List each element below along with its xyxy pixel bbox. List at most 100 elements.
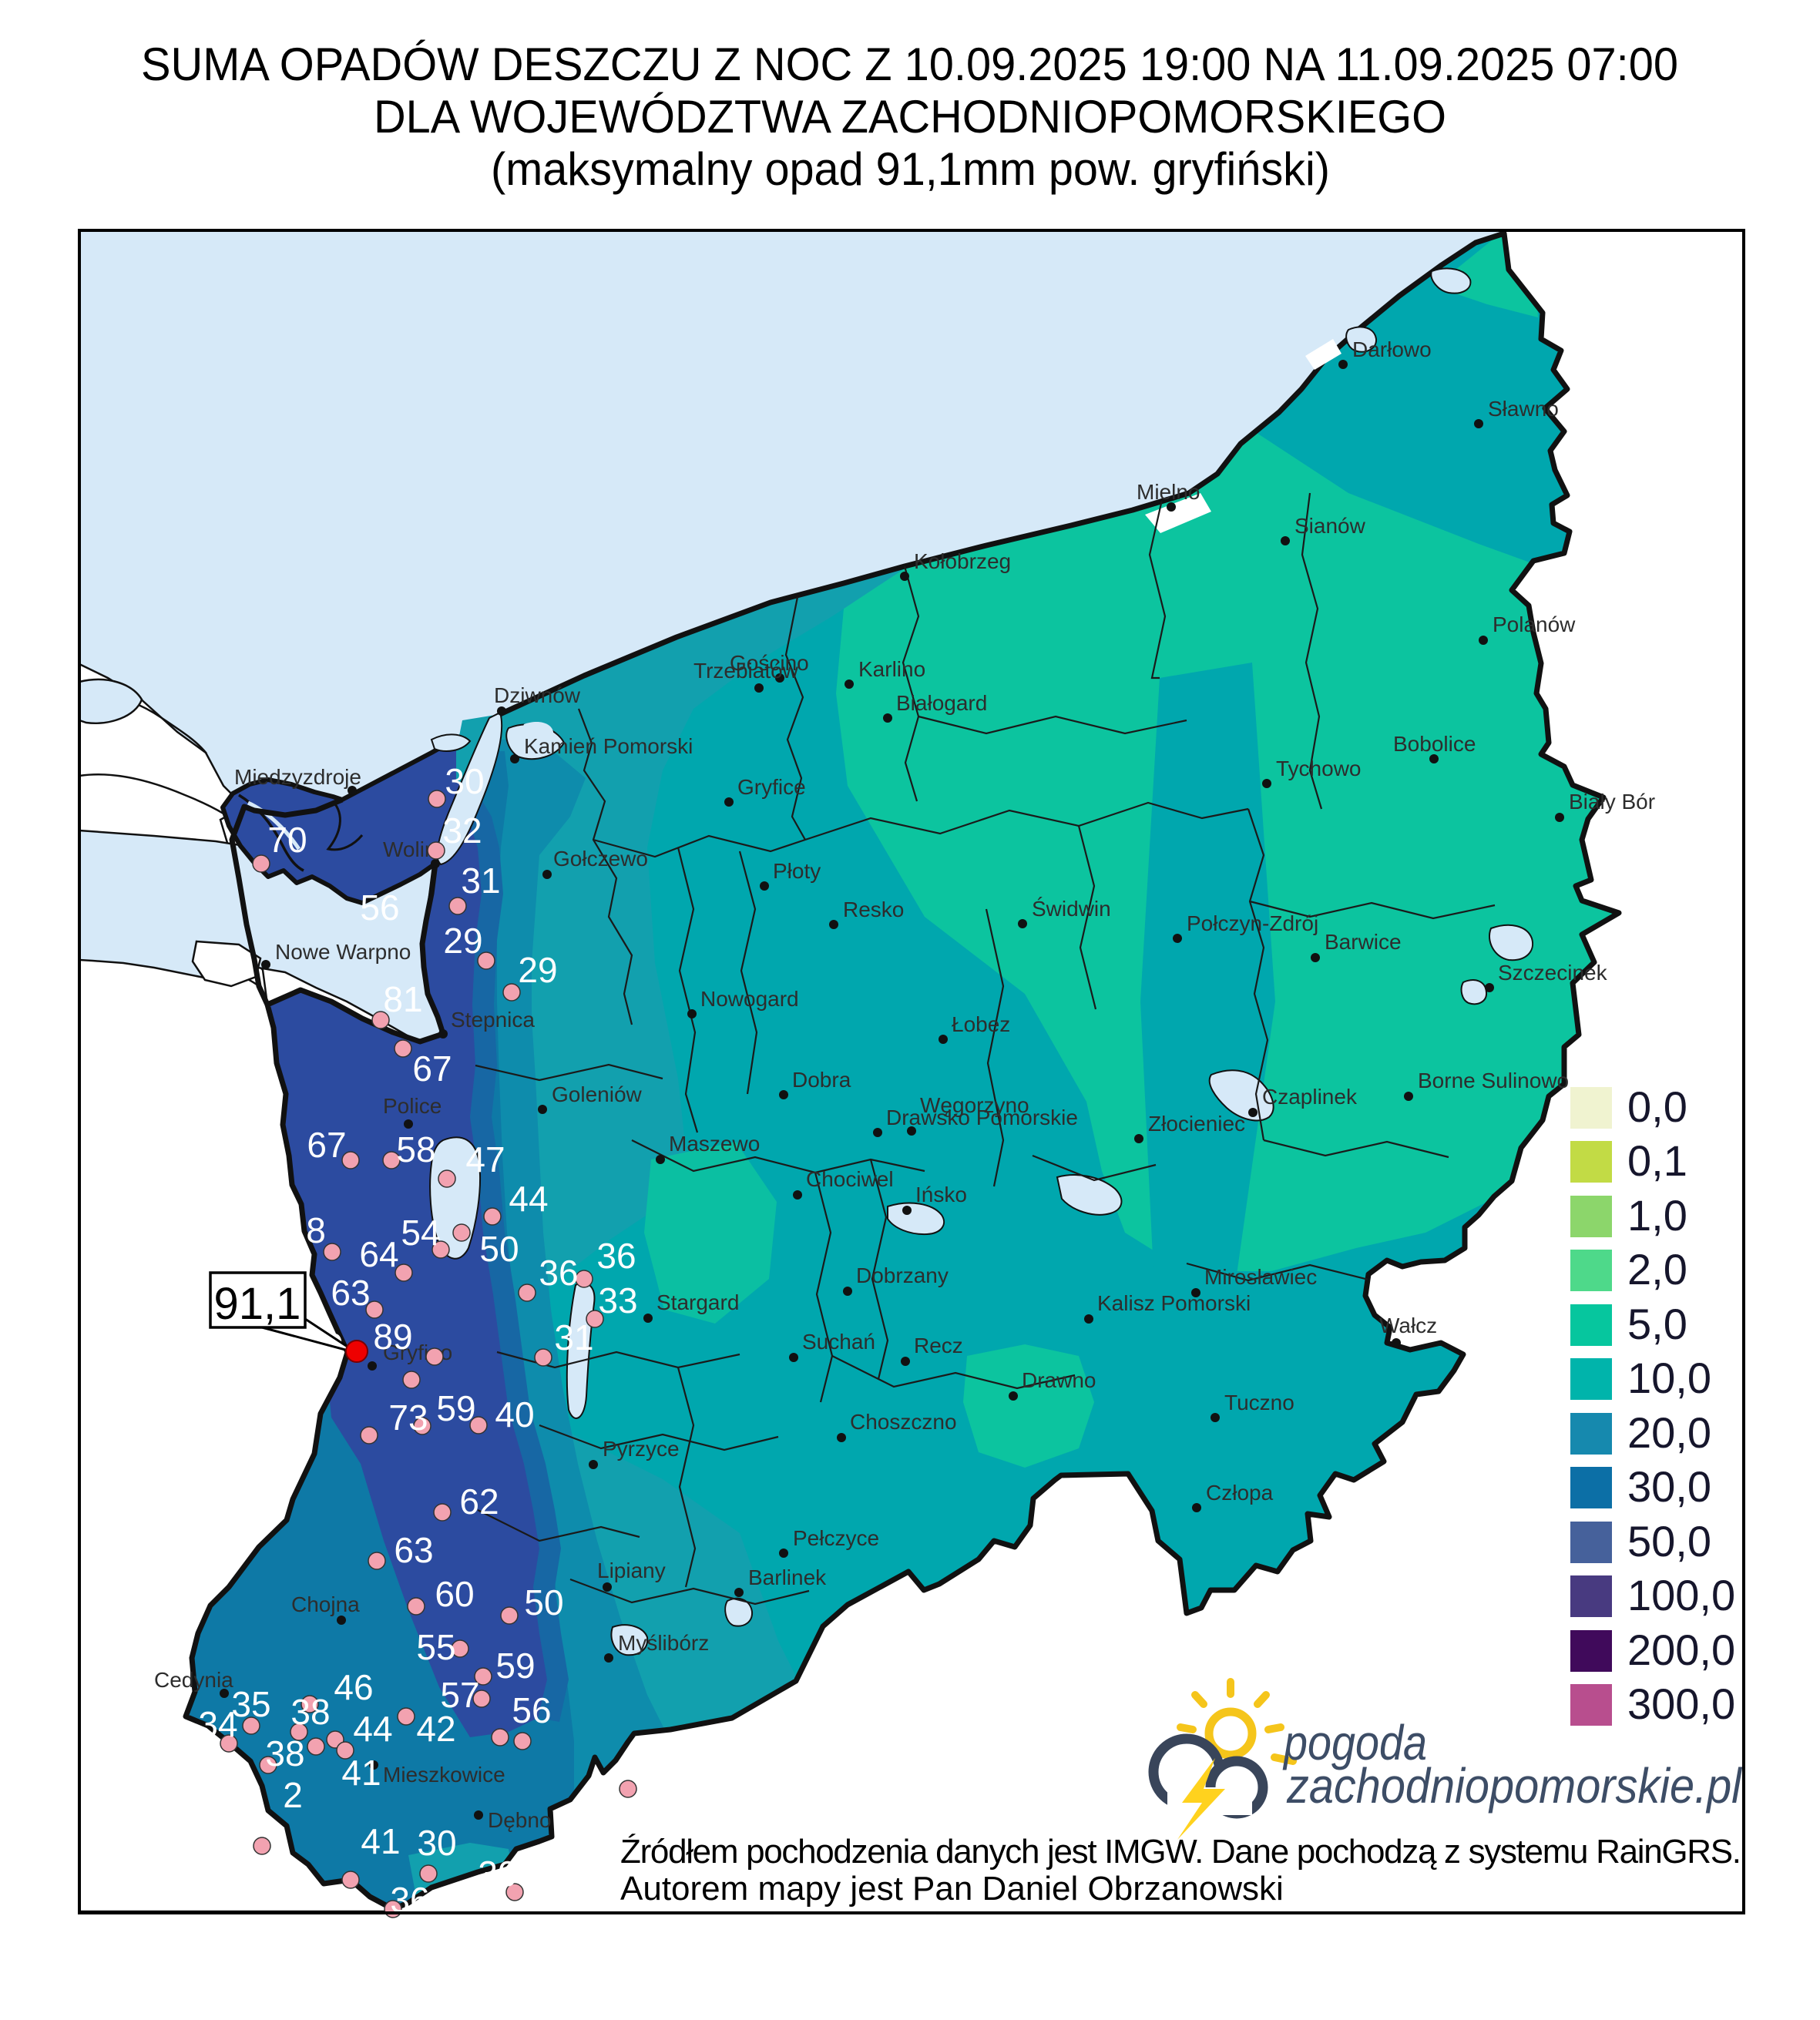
svg-text:58: 58 bbox=[396, 1129, 435, 1169]
svg-text:Kamień Pomorski: Kamień Pomorski bbox=[524, 734, 693, 758]
svg-text:Resko: Resko bbox=[843, 898, 904, 921]
svg-text:32: 32 bbox=[442, 810, 482, 851]
svg-text:89: 89 bbox=[373, 1317, 412, 1357]
svg-text:Recz: Recz bbox=[914, 1334, 963, 1357]
svg-text:59: 59 bbox=[436, 1388, 475, 1428]
svg-text:100,0: 100,0 bbox=[1627, 1571, 1735, 1619]
svg-text:29: 29 bbox=[518, 950, 557, 990]
svg-text:Autorem mapy jest Pan Daniel O: Autorem mapy jest Pan Daniel Obrzanowski bbox=[620, 1870, 1284, 1908]
svg-text:Czaplinek: Czaplinek bbox=[1262, 1085, 1358, 1109]
svg-text:40: 40 bbox=[495, 1394, 534, 1434]
svg-text:56: 56 bbox=[512, 1690, 551, 1730]
svg-text:Choszczno: Choszczno bbox=[850, 1410, 957, 1434]
svg-text:31: 31 bbox=[461, 861, 500, 901]
svg-text:Kalisz Pomorski: Kalisz Pomorski bbox=[1097, 1291, 1251, 1315]
svg-text:Gościno: Gościno bbox=[730, 651, 809, 675]
svg-text:46: 46 bbox=[334, 1667, 373, 1707]
svg-text:Sławno: Sławno bbox=[1488, 397, 1559, 421]
svg-text:50: 50 bbox=[479, 1229, 519, 1269]
svg-text:Chociwel: Chociwel bbox=[806, 1167, 894, 1191]
svg-text:SUMA OPADÓW DESZCZU Z NOC Z 10: SUMA OPADÓW DESZCZU Z NOC Z 10.09.2025 1… bbox=[141, 39, 1678, 90]
svg-text:Złocieniec: Złocieniec bbox=[1148, 1112, 1245, 1136]
svg-text:Pyrzyce: Pyrzyce bbox=[603, 1437, 680, 1461]
svg-text:Nowe Warpno: Nowe Warpno bbox=[275, 940, 411, 964]
svg-text:DLA WOJEWÓDZTWA ZACHODNIOPOMOR: DLA WOJEWÓDZTWA ZACHODNIOPOMORSKIEGO bbox=[374, 91, 1446, 143]
svg-text:Bobolice: Bobolice bbox=[1393, 732, 1476, 756]
svg-text:36: 36 bbox=[539, 1253, 578, 1293]
svg-text:(maksymalny opad 91,1mm pow. g: (maksymalny opad 91,1mm pow. gryfiński) bbox=[491, 143, 1330, 195]
svg-text:Mirosławiec: Mirosławiec bbox=[1204, 1265, 1317, 1289]
svg-text:62: 62 bbox=[459, 1481, 499, 1522]
svg-text:1,0: 1,0 bbox=[1627, 1191, 1687, 1240]
svg-text:8: 8 bbox=[306, 1210, 326, 1250]
svg-text:Świdwin: Świdwin bbox=[1032, 896, 1111, 921]
svg-text:41: 41 bbox=[341, 1753, 381, 1793]
svg-text:Mielno: Mielno bbox=[1137, 480, 1200, 504]
svg-text:Trzebiatów: Trzebiatów bbox=[693, 659, 799, 683]
svg-text:200,0: 200,0 bbox=[1627, 1626, 1735, 1674]
svg-text:20,0: 20,0 bbox=[1627, 1408, 1711, 1457]
svg-text:36: 36 bbox=[596, 1236, 636, 1276]
svg-text:54: 54 bbox=[401, 1213, 440, 1253]
svg-text:47: 47 bbox=[465, 1139, 505, 1179]
svg-text:Police: Police bbox=[383, 1094, 442, 1118]
svg-text:Stepnica: Stepnica bbox=[451, 1008, 535, 1032]
svg-text:70: 70 bbox=[267, 820, 307, 860]
svg-text:2,0: 2,0 bbox=[1627, 1245, 1687, 1294]
svg-text:63: 63 bbox=[394, 1530, 433, 1570]
svg-text:91,1: 91,1 bbox=[214, 1279, 301, 1329]
svg-text:30,0: 30,0 bbox=[1627, 1462, 1711, 1511]
svg-text:Suchań: Suchań bbox=[802, 1330, 875, 1354]
svg-text:Tuczno: Tuczno bbox=[1224, 1391, 1294, 1414]
svg-text:30: 30 bbox=[478, 1854, 517, 1894]
svg-text:35: 35 bbox=[231, 1684, 270, 1724]
svg-text:Lipiany: Lipiany bbox=[597, 1559, 666, 1582]
svg-text:44: 44 bbox=[509, 1179, 548, 1219]
svg-text:Dziwnów: Dziwnów bbox=[494, 683, 581, 707]
svg-text:2: 2 bbox=[283, 1775, 303, 1815]
svg-text:Chojna: Chojna bbox=[291, 1592, 360, 1616]
svg-text:Barwice: Barwice bbox=[1325, 930, 1402, 954]
svg-text:Sianów: Sianów bbox=[1294, 514, 1366, 538]
svg-text:64: 64 bbox=[359, 1234, 398, 1274]
svg-text:67: 67 bbox=[412, 1049, 452, 1089]
svg-text:Goleniów: Goleniów bbox=[552, 1082, 643, 1106]
svg-text:59: 59 bbox=[495, 1646, 535, 1686]
svg-text:Dobrzany: Dobrzany bbox=[856, 1263, 949, 1287]
svg-text:29: 29 bbox=[443, 921, 482, 961]
svg-text:0,1: 0,1 bbox=[1627, 1136, 1687, 1185]
svg-text:Kołobrzeg: Kołobrzeg bbox=[914, 549, 1011, 573]
svg-text:Dobra: Dobra bbox=[792, 1068, 851, 1092]
svg-text:50,0: 50,0 bbox=[1627, 1517, 1711, 1565]
svg-text:Biały Bór: Biały Bór bbox=[1569, 790, 1655, 814]
svg-text:41: 41 bbox=[361, 1821, 400, 1861]
svg-text:Drawno: Drawno bbox=[1022, 1368, 1096, 1392]
svg-text:56: 56 bbox=[360, 888, 399, 928]
svg-text:Darłowo: Darłowo bbox=[1352, 337, 1432, 361]
svg-text:67: 67 bbox=[307, 1125, 346, 1165]
svg-text:73: 73 bbox=[388, 1398, 428, 1438]
svg-text:34: 34 bbox=[198, 1704, 237, 1744]
svg-text:Stargard: Stargard bbox=[656, 1290, 739, 1314]
svg-text:Węgorzyno: Węgorzyno bbox=[920, 1093, 1029, 1117]
svg-text:30: 30 bbox=[445, 761, 484, 801]
svg-text:0,0: 0,0 bbox=[1627, 1082, 1687, 1131]
svg-text:Barlinek: Barlinek bbox=[748, 1565, 827, 1589]
svg-text:Płoty: Płoty bbox=[773, 859, 821, 883]
svg-text:Człopa: Człopa bbox=[1206, 1481, 1274, 1505]
svg-text:Polanów: Polanów bbox=[1493, 612, 1576, 636]
svg-text:Maszewo: Maszewo bbox=[669, 1132, 760, 1156]
svg-text:81: 81 bbox=[383, 979, 422, 1019]
svg-text:300,0: 300,0 bbox=[1627, 1679, 1735, 1728]
svg-text:Gryfice: Gryfice bbox=[737, 775, 806, 799]
svg-text:Białogard: Białogard bbox=[896, 691, 987, 715]
svg-text:60: 60 bbox=[435, 1574, 474, 1614]
svg-text:Drawsko Pomorskie: Drawsko Pomorskie bbox=[886, 1106, 1078, 1129]
svg-text:Gołczewo: Gołczewo bbox=[553, 847, 648, 871]
svg-text:Cedynia: Cedynia bbox=[154, 1668, 233, 1692]
svg-text:Tychowo: Tychowo bbox=[1276, 757, 1362, 780]
svg-text:63: 63 bbox=[331, 1273, 370, 1313]
svg-text:5,0: 5,0 bbox=[1627, 1300, 1687, 1348]
svg-text:Borne Sulinowo: Borne Sulinowo bbox=[1418, 1069, 1569, 1092]
svg-text:10,0: 10,0 bbox=[1627, 1354, 1711, 1402]
